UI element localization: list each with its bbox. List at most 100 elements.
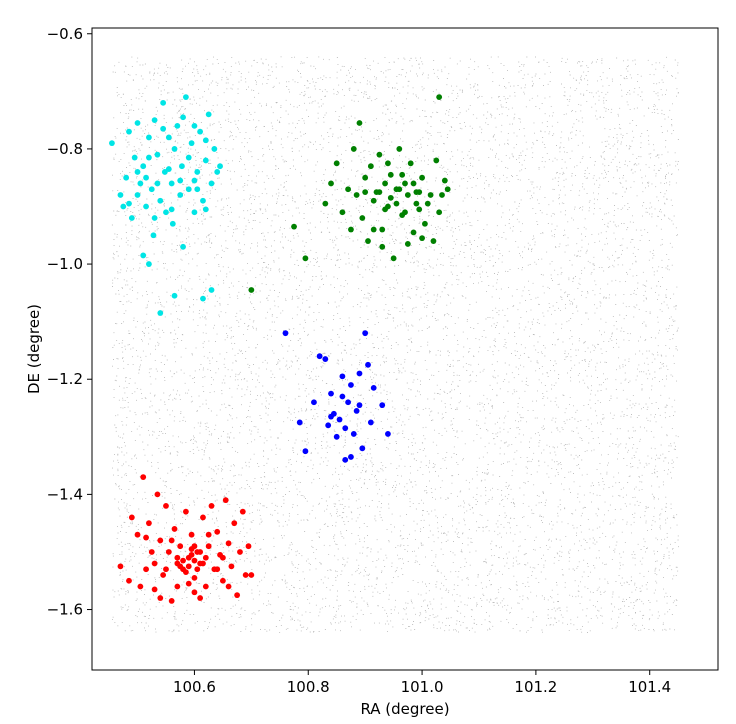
data-point: [234, 592, 241, 599]
data-point: [165, 134, 172, 141]
data-point: [146, 520, 152, 527]
data-point: [200, 514, 206, 521]
data-point: [379, 402, 386, 409]
data-point: [376, 151, 383, 158]
y-tick-label: −1.4: [47, 485, 83, 503]
data-point: [231, 520, 238, 527]
data-point: [430, 238, 437, 244]
data-point: [356, 120, 363, 126]
data-point: [424, 200, 431, 207]
data-point: [191, 543, 198, 550]
data-point: [433, 157, 440, 164]
data-point: [382, 206, 388, 213]
data-point: [168, 598, 175, 604]
data-point: [410, 180, 417, 187]
data-point: [126, 577, 132, 584]
data-point: [157, 537, 164, 544]
data-point: [387, 171, 394, 178]
data-point: [222, 497, 229, 504]
data-point: [146, 154, 152, 161]
data-point: [165, 166, 172, 172]
data-point: [444, 186, 451, 193]
data-point: [163, 209, 169, 216]
data-point: [151, 215, 158, 221]
data-point: [345, 399, 351, 406]
data-point: [362, 189, 369, 195]
data-point: [183, 569, 189, 576]
data-point: [217, 163, 223, 170]
data-point: [188, 531, 195, 538]
data-point: [157, 310, 164, 316]
data-point: [211, 146, 218, 152]
data-point: [365, 361, 371, 368]
data-point: [396, 146, 403, 152]
data-point: [148, 186, 155, 193]
y-axis: −0.6 −0.8 −1.0 −1.2 −1.4 −1.6: [47, 25, 92, 619]
data-point: [427, 192, 434, 198]
data-point: [367, 419, 374, 426]
data-point: [208, 503, 215, 509]
data-point: [356, 370, 363, 377]
data-point: [248, 572, 255, 578]
background-star-points: [111, 56, 679, 634]
data-point: [328, 390, 334, 397]
y-tick-label: −1.6: [47, 601, 83, 619]
data-point: [160, 99, 167, 106]
data-point: [296, 419, 303, 426]
data-point: [191, 557, 198, 564]
data-point: [154, 151, 161, 158]
data-point: [191, 574, 198, 581]
data-point: [416, 189, 423, 195]
data-point: [151, 586, 158, 593]
data-point: [205, 543, 212, 550]
data-point: [157, 197, 164, 204]
data-point: [161, 169, 168, 175]
data-point: [302, 448, 309, 455]
data-point: [399, 171, 406, 178]
data-point: [205, 111, 212, 118]
data-point: [219, 554, 226, 561]
data-point: [177, 177, 184, 184]
data-point: [180, 243, 186, 250]
data-point: [171, 526, 178, 532]
data-point: [191, 122, 198, 129]
data-point: [160, 125, 167, 132]
data-point: [214, 566, 221, 573]
data-point: [185, 580, 192, 587]
data-point: [134, 120, 141, 126]
data-point: [441, 177, 448, 184]
data-point: [348, 454, 354, 460]
data-point: [404, 241, 411, 247]
data-point: [168, 180, 175, 187]
y-tick-label: −1.0: [47, 255, 83, 273]
data-point: [365, 238, 371, 244]
data-point: [367, 163, 374, 170]
data-point: [316, 353, 323, 360]
data-point: [174, 122, 181, 129]
data-point: [333, 433, 340, 440]
series-points-layer: [109, 94, 451, 604]
data-point: [370, 226, 377, 233]
data-point: [179, 163, 185, 170]
x-axis-label: RA (degree): [360, 700, 449, 718]
data-point: [134, 192, 141, 198]
data-point: [436, 209, 443, 216]
data-point: [404, 192, 411, 198]
data-point: [407, 160, 414, 167]
data-point: [419, 174, 425, 181]
plot-area-frame: [91, 27, 719, 671]
data-point: [197, 595, 204, 601]
data-point: [134, 169, 141, 175]
series-3: [117, 474, 255, 604]
data-point: [410, 229, 417, 236]
data-point: [214, 528, 221, 535]
data-point: [339, 209, 346, 216]
data-point: [336, 416, 343, 423]
data-point: [134, 531, 141, 538]
data-point: [128, 514, 135, 521]
data-point: [350, 431, 357, 437]
data-point: [126, 200, 132, 207]
data-point: [322, 200, 329, 207]
data-point: [353, 192, 360, 198]
